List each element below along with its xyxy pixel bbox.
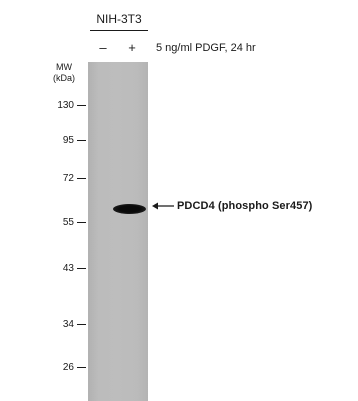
cell-line-underline [90,30,148,31]
lane-untreated-sign: – [99,40,107,55]
lane-treated-sign: + [128,40,136,55]
treatment-label: 5 ng/ml PDGF, 24 hr [156,42,256,54]
mw-marker-tick [77,366,86,368]
mw-axis-title: MW (kDa) [52,62,76,84]
mw-marker-26: 26 [40,361,86,373]
protein-band [113,204,146,214]
mw-marker-tick [77,267,86,269]
mw-marker-tick [77,177,86,179]
mw-marker-34: 34 [40,318,86,330]
mw-title-line2: (kDa) [53,73,75,83]
mw-marker-tick [77,323,86,325]
mw-marker-label: 43 [62,262,74,274]
band-label: PDCD4 (phospho Ser457) [177,200,313,212]
cell-line-label: NIH-3T3 [96,12,142,26]
mw-marker-72: 72 [40,172,86,184]
mw-marker-label: 95 [62,134,74,146]
mw-marker-55: 55 [40,216,86,228]
mw-marker-label: 34 [62,318,74,330]
band-annotation: PDCD4 (phospho Ser457) [152,200,312,212]
mw-title-line1: MW [56,62,72,72]
mw-marker-tick [77,139,86,141]
mw-marker-label: 55 [62,216,74,228]
mw-marker-tick [77,104,86,106]
mw-marker-43: 43 [40,262,86,274]
mw-marker-95: 95 [40,134,86,146]
mw-marker-label: 72 [62,172,74,184]
mw-marker-label: 130 [57,99,74,111]
mw-marker-label: 26 [62,361,74,373]
arrow-left-icon [152,202,174,210]
mw-marker-tick [77,221,86,223]
mw-marker-130: 130 [40,99,86,111]
blot-membrane [88,62,148,401]
